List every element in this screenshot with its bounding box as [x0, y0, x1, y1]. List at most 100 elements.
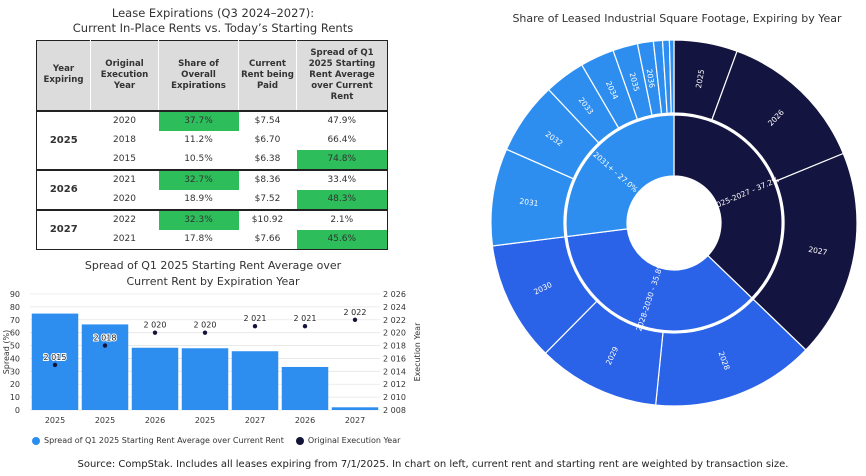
share-cell: 32.7% [158, 168, 239, 190]
execution-year-point [352, 317, 358, 322]
spread-cell: 66.4% [327, 135, 357, 145]
year-expiring-cell: 2025 [36, 109, 91, 170]
execution-year-point [52, 362, 58, 368]
y-tick-label: 30 [10, 367, 20, 376]
header-year-expiring: Year Expiring [36, 40, 91, 111]
x-tick-label: 2026 [145, 416, 165, 425]
share-cell: 18.9% [184, 194, 213, 204]
y-tick-label: 0 [15, 406, 20, 415]
share-cell: 10.5% [184, 154, 213, 164]
execution-year-cell: 2020 [113, 194, 136, 204]
sunburst-center [629, 178, 719, 268]
sunburst-outer-segment-label: 2031 [519, 197, 539, 209]
legend-label-spread: Spread of Q1 2025 Starting Rent Average … [44, 436, 284, 445]
bar [181, 348, 229, 410]
execution-year-point [202, 330, 208, 335]
bar-chart-title-line1: Spread of Q1 2025 Starting Rent Average … [84, 259, 342, 272]
point-label: 2 021 [294, 314, 317, 323]
lease-expirations-table: Year Expiring Original Execution Year Sh… [36, 40, 388, 250]
bar [31, 313, 79, 410]
y-tick-label: 40 [10, 354, 20, 363]
y2-tick-label: 2 010 [383, 393, 406, 402]
y2-tick-label: 2 020 [383, 329, 406, 338]
year-expiring-cell: 2026 [36, 168, 91, 210]
year-expiring-cell: 2027 [36, 208, 91, 249]
y-tick-label: 20 [10, 380, 20, 389]
execution-year-point [102, 343, 108, 348]
table-title: Lease Expirations (Q3 2024–2027): Curren… [0, 6, 426, 36]
table-row: 2026 2021 32.7% $8.36 33.4% [36, 168, 388, 210]
y2-tick-label: 2 016 [383, 354, 406, 363]
y-tick-label: 90 [10, 290, 20, 299]
sunburst-outer-segment-label: 2027 [808, 245, 829, 257]
sunburst-chart: 2025202620272028202920302031203220332034… [490, 39, 858, 407]
table-row: 2025 2020 37.7% $7.54 47.9% [36, 109, 388, 170]
x-tick-label: 2026 [295, 416, 315, 425]
x-tick-label: 2027 [345, 416, 365, 425]
point-label: 2 015 [44, 353, 67, 362]
point-label: 2 021 [244, 314, 267, 323]
table-row: 2015 10.5% $6.38 74.8% [37, 149, 388, 170]
y2-tick-label: 2 014 [383, 367, 406, 376]
current-rent-cell: $7.52 [254, 194, 281, 204]
execution-year-point [152, 330, 158, 335]
legend-item-execution-year: Original Execution Year [295, 436, 401, 445]
share-cell: 17.8% [184, 234, 213, 244]
bar-chart-legend: Spread of Q1 2025 Starting Rent Average … [32, 436, 400, 445]
legend-swatch-execution-year [295, 436, 304, 445]
bar [131, 347, 179, 410]
table-row: 2021 17.8% $7.66 45.6% [37, 229, 388, 249]
current-rent-cell: $7.66 [254, 234, 281, 244]
y-tick-label: 10 [10, 393, 20, 402]
y2-axis-title: Execution Year [413, 322, 422, 381]
y2-tick-label: 2 018 [383, 342, 406, 351]
execution-year-cell: 2021 [90, 168, 159, 190]
execution-year-cell: 2021 [113, 234, 136, 244]
share-cell: 37.7% [158, 109, 239, 131]
legend-item-spread: Spread of Q1 2025 Starting Rent Average … [32, 436, 284, 445]
bar [331, 407, 379, 410]
legend-label-execution-year: Original Execution Year [307, 436, 401, 445]
sunburst-title: Share of Leased Industrial Square Footag… [512, 12, 842, 25]
execution-year-point [302, 324, 308, 329]
point-label: 2 020 [194, 321, 217, 330]
point-label: 2 020 [144, 321, 167, 330]
table-title-line1: Lease Expirations (Q3 2024–2027): [111, 6, 315, 20]
execution-year-cell: 2022 [90, 208, 159, 230]
x-tick-label: 2027 [245, 416, 265, 425]
bar [231, 351, 279, 410]
sunburst-outer-segment-label: 2025 [694, 68, 706, 89]
table-title-line2: Current In-Place Rents vs. Today’s Start… [72, 21, 354, 35]
point-label: 2 018 [94, 334, 117, 343]
sunburst-inner-segment [673, 114, 783, 299]
bar-chart: 0 10 20 30 40 50 60 70 80 90 2 008 2 010 2 012 2 014 2… [2, 290, 422, 425]
bar-chart-title-line2: Current Rent by Expiration Year [126, 275, 300, 288]
y-tick-label: 80 [10, 303, 20, 312]
x-tick-label: 2025 [45, 416, 65, 425]
execution-year-cell: 2015 [113, 154, 136, 164]
current-rent-cell: $6.38 [254, 154, 281, 164]
bar-chart-title: Spread of Q1 2025 Starting Rent Average … [0, 258, 426, 290]
current-rent-cell: $6.70 [254, 135, 281, 145]
share-cell: 11.2% [184, 135, 213, 145]
table-body: 2025 2020 37.7% $7.54 47.9% 2018 11.2% $6.70 66.… [36, 109, 388, 249]
spread-cell: 47.9% [296, 109, 388, 131]
table-row: 2018 11.2% $6.70 66.4% [37, 131, 388, 150]
y2-tick-label: 2 024 [383, 303, 406, 312]
legend-swatch-spread [32, 436, 40, 445]
current-rent-cell: $8.36 [238, 168, 297, 190]
header-original-execution-year: Original Execution Year [90, 40, 159, 111]
share-cell: 32.3% [158, 208, 239, 230]
sunburst-outer-segment [668, 39, 675, 114]
table-row: 2020 18.9% $7.52 48.3% [37, 189, 388, 210]
y2-tick-label: 2 008 [383, 406, 406, 415]
current-rent-cell: $10.92 [238, 208, 297, 230]
y2-tick-label: 2 022 [383, 316, 406, 325]
header-share-of-expirations: Share of Overall Expirations [158, 40, 239, 111]
y-axis-title: Spread (%) [2, 330, 11, 375]
spread-cell: 48.3% [296, 189, 388, 210]
y-tick-label: 60 [10, 329, 20, 338]
x-tick-label: 2025 [195, 416, 215, 425]
table-row: 2027 2022 32.3% $10.92 2.1% [36, 208, 388, 249]
spread-cell: 33.4% [296, 168, 388, 190]
